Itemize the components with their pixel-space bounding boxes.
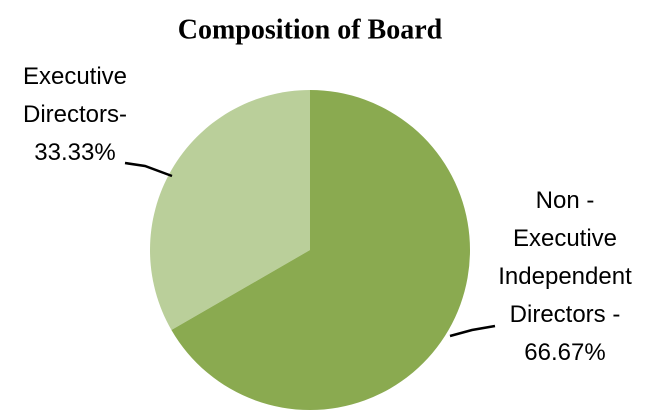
pie-slice (150, 90, 310, 330)
category-label: Executive Directors- (22, 63, 128, 128)
slice-label: Non - Executive Independent Directors - 6… (490, 182, 640, 372)
chart-title: Composition of Board (178, 14, 443, 45)
leader-line (124, 161, 173, 178)
value-label: 33.33% (34, 139, 116, 166)
leader-line (449, 324, 496, 338)
category-label: Non - Executive Independent Directors - (498, 187, 632, 328)
value-label: 66.67% (524, 339, 606, 366)
pie-slice (171, 90, 471, 410)
slice-label: Executive Directors- 33.33% (0, 58, 150, 172)
